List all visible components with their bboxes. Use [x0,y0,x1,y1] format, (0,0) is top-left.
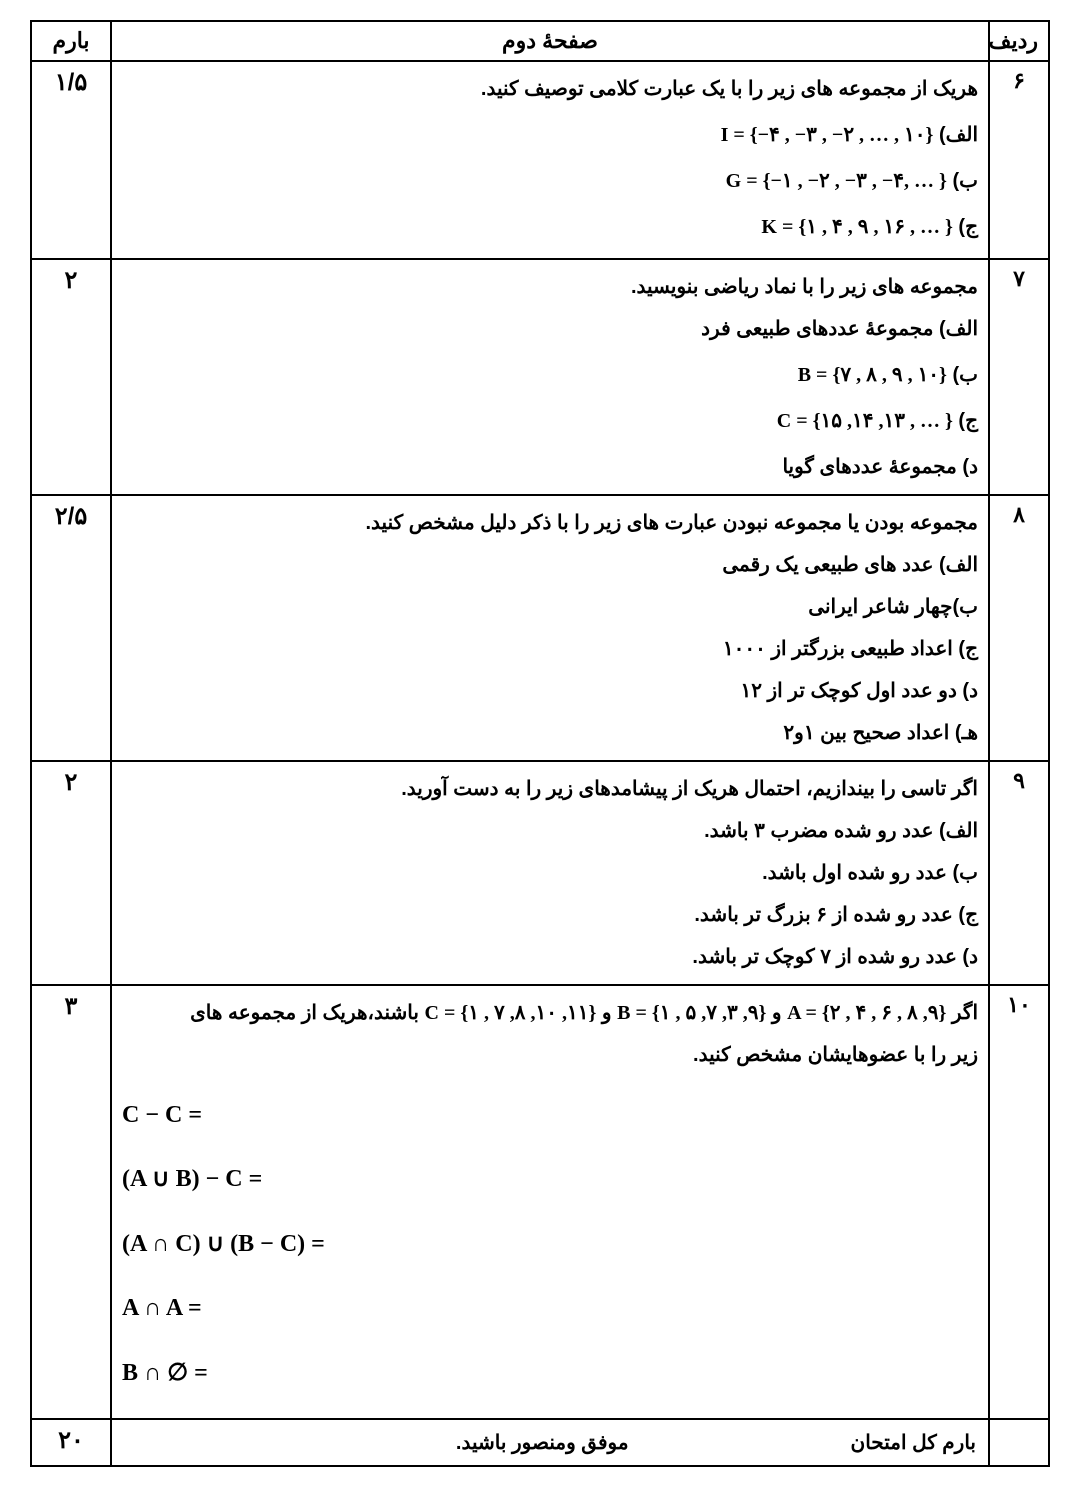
q6-a-label: الف) [939,124,978,146]
q9-barom: ۲ [31,761,111,985]
col-header-title: صفحهٔ دوم [111,21,989,61]
q10-setC: C = {۱ , ۷ ,۸ ,۱۰ ,۱۱} [425,992,597,1034]
q6-a: الف) I = {−۴ , −۳ , −۲ , … , ۱۰} [122,114,978,156]
q7-barom: ۲ [31,259,111,495]
q8-number: ۸ [989,495,1049,761]
q8-c: ج) اعداد طبیعی بزرگتر از ۱۰۰۰ [122,628,978,670]
q10-after: زیر را با عضوهایشان مشخص کنید. [122,1034,978,1076]
q10-setA: A = {۲ , ۴ , ۶ , ۸ ,۹} [787,992,946,1034]
q6-content: هریک از مجموعه های زیر را با یک عبارت کل… [111,61,989,259]
q6-prompt: هریک از مجموعه های زیر را با یک عبارت کل… [122,68,978,110]
q8-d: د) دو عدد اول کوچک تر از ۱۲ [122,670,978,712]
q7-c: ج) C = {۱۵ ,۱۴ ,۱۳ , … } [122,400,978,442]
q6-a-math: I = {−۴ , −۳ , −۲ , … , ۱۰} [721,114,934,156]
q6-c: ج) K = {۱ , ۴ , ۹ , ۱۶ , … } [122,206,978,248]
q8-barom: ۲/۵ [31,495,111,761]
row-q10: ۱۰ اگر A = {۲ , ۴ , ۶ , ۸ ,۹} و B = {۱ ,… [31,985,1049,1419]
q9-number: ۹ [989,761,1049,985]
footer-barom-label: بارم کل امتحان [851,1430,976,1455]
q9-d: د) عدد رو شده از ۷ کوچک تر باشد. [122,936,978,978]
q10-setB: B = {۱ , ۵ ,۷ ,۳ ,۹} [617,992,766,1034]
q10-intro: اگر A = {۲ , ۴ , ۶ , ۸ ,۹} و B = {۱ , ۵ … [122,992,978,1034]
q7-b-label: ب) [953,364,979,386]
q7-a: الف) مجموعهٔ عددهای طبیعی فرد [122,308,978,350]
q10-intro-pre: اگر [946,1002,978,1024]
q7-c-label: ج) [958,410,978,432]
q6-number: ۶ [989,61,1049,259]
q10-intro-post: باشند،هریک از مجموعه های [190,1002,419,1024]
q7-c-math: C = {۱۵ ,۱۴ ,۱۳ , … } [777,400,953,442]
footer-message: موفق ومنصور باشید. [234,1430,851,1455]
q10-expr3: (A ∩ C) ∪ (B − C) = [122,1219,978,1269]
q10-number: ۱۰ [989,985,1049,1419]
q9-prompt: اگر تاسی را بیندازیم، احتمال هریک از پیش… [122,768,978,810]
q6-c-label: ج) [958,216,978,238]
q6-b: ب) G = {−۱ , −۲ , −۳ , −۴, … } [122,160,978,202]
q8-a: الف) عدد های طبیعی یک رقمی [122,544,978,586]
footer-barom-total: ۲۰ [31,1419,111,1466]
q9-content: اگر تاسی را بیندازیم، احتمال هریک از پیش… [111,761,989,985]
row-q9: ۹ اگر تاسی را بیندازیم، احتمال هریک از پ… [31,761,1049,985]
q7-b-math: B = {۷ , ۸ , ۹ , ۱۰} [798,354,947,396]
q7-prompt: مجموعه های زیر را با نماد ریاضی بنویسید. [122,266,978,308]
q9-c: ج) عدد رو شده از ۶ بزرگ تر باشد. [122,894,978,936]
q8-e: هـ) اعداد صحیح بین ۱و۲ [122,712,978,754]
q9-a: الف) عدد رو شده مضرب ۳ باشد. [122,810,978,852]
q6-barom: ۱/۵ [31,61,111,259]
q6-c-math: K = {۱ , ۴ , ۹ , ۱۶ , … } [761,206,952,248]
q10-content: اگر A = {۲ , ۴ , ۶ , ۸ ,۹} و B = {۱ , ۵ … [111,985,989,1419]
row-q7: ۷ مجموعه های زیر را با نماد ریاضی بنویسی… [31,259,1049,495]
q10-expr4: A ∩ A = [122,1283,978,1333]
exam-table: ردیف صفحهٔ دوم بارم ۶ هریک از مجموعه های… [30,20,1050,1467]
q7-d: د) مجموعهٔ عددهای گویا [122,446,978,488]
footer-radif-empty [989,1419,1049,1466]
row-q8: ۸ مجموعه بودن یا مجموعه نبودن عبارت های … [31,495,1049,761]
q6-b-math: G = {−۱ , −۲ , −۳ , −۴, … } [726,160,947,202]
q10-and1: و [766,1002,781,1024]
q10-barom: ۳ [31,985,111,1419]
q7-b: ب) B = {۷ , ۸ , ۹ , ۱۰} [122,354,978,396]
footer-cell: بارم کل امتحان موفق ومنصور باشید. [111,1419,989,1466]
q8-prompt: مجموعه بودن یا مجموعه نبودن عبارت های زی… [122,502,978,544]
q10-and2: و [596,1002,611,1024]
row-q6: ۶ هریک از مجموعه های زیر را با یک عبارت … [31,61,1049,259]
col-header-barom: بارم [31,21,111,61]
q8-b: ب)چهار شاعر ایرانی [122,586,978,628]
q10-expr2: (A ∪ B) − C = [122,1154,978,1204]
q6-b-label: ب) [953,170,979,192]
q9-b: ب) عدد رو شده اول باشد. [122,852,978,894]
header-row: ردیف صفحهٔ دوم بارم [31,21,1049,61]
footer-row: بارم کل امتحان موفق ومنصور باشید. ۲۰ [31,1419,1049,1466]
q10-expr5: B ∩ ∅ = [122,1348,978,1398]
q7-content: مجموعه های زیر را با نماد ریاضی بنویسید.… [111,259,989,495]
q10-expr1: C − C = [122,1090,978,1140]
q7-number: ۷ [989,259,1049,495]
q8-content: مجموعه بودن یا مجموعه نبودن عبارت های زی… [111,495,989,761]
col-header-radif: ردیف [989,21,1049,61]
